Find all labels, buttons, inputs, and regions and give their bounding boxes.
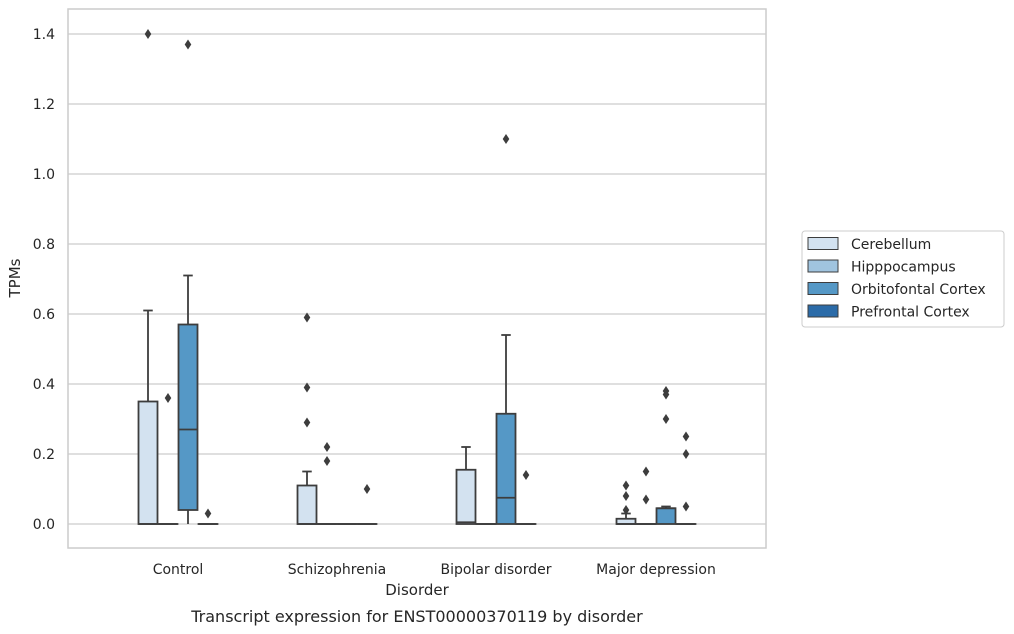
x-tick-label: Major depression [596,562,716,578]
series-orbitofontal-cortex [177,39,677,525]
box-group [177,39,199,524]
box-group [157,393,179,525]
series-hipppocampus [157,393,657,525]
y-tick-label: 0.2 [33,447,55,463]
outlier-point [662,389,670,400]
box-group [197,508,219,525]
series-cerebellum [137,29,637,525]
outlier-point [622,480,630,491]
box [455,468,477,525]
chart-caption: Transcript expression for ENST0000037011… [190,607,643,626]
outlier-point [164,393,172,403]
y-tick-label: 1.0 [33,167,55,183]
legend-label: Cerebellum [851,237,931,253]
legend: Cerebellum Hipppocampus Orbitofontal Corte… [801,230,1005,328]
box-series [137,29,697,525]
x-tick-label: Schizophrenia [288,562,386,578]
y-tick-label: 1.2 [33,97,55,113]
legend-label: Orbitofontal Cortex [851,282,986,298]
outlier-point [622,491,630,501]
legend-label: Hipppocampus [851,260,956,276]
outlier-point [642,466,650,477]
legend-swatch [807,237,839,250]
x-tick-label: Bipolar disorder [440,562,551,578]
outlier-point [522,470,530,480]
box-group [515,470,537,525]
box-group [675,431,697,525]
box [177,323,199,511]
outlier-point [622,505,630,515]
y-axis-title: TPMs [6,258,24,298]
legend-label: Prefrontal Cortex [851,305,970,321]
legend-item: Prefrontal Cortex [807,304,970,321]
outlier-point [184,39,192,50]
y-tick-label: 0.6 [33,307,55,323]
outlier-point [303,382,311,393]
outlier-point [323,442,331,452]
outlier-point [303,312,311,323]
y-axis-ticks: 0.0 0.2 0.4 0.6 0.8 1.0 1.2 1.4 [33,27,55,533]
y-tick-label: 0.0 [33,517,55,533]
box [655,507,677,525]
x-tick-label: Control [153,562,204,578]
outlier-point [323,456,331,466]
plot-area [67,8,767,549]
legend-swatch [807,282,839,295]
box-group [137,29,159,525]
box-group [615,480,637,525]
outlier-point [303,417,311,428]
legend-swatch [807,259,839,273]
outlier-point [682,501,690,512]
box [495,412,517,525]
outlier-point [363,484,371,494]
legend-item: Orbitofontal Cortex [807,282,986,298]
series-prefrontal-cortex [197,431,697,525]
outlier-point [682,431,690,442]
box-group [655,386,677,525]
box-group [455,446,477,525]
box-group [316,442,338,525]
outlier-point [662,414,670,424]
x-axis-title: Disorder [385,581,449,599]
box-group [635,466,657,525]
box [137,400,159,525]
outlier-point [642,494,650,505]
box-group [495,134,517,525]
y-tick-label: 0.4 [33,377,55,393]
legend-swatch [807,304,839,318]
box-group [296,312,318,525]
legend-item: Hipppocampus [807,259,956,276]
outlier-point [144,29,152,39]
outlier-point [204,508,212,519]
legend-item: Cerebellum [807,237,931,253]
y-tick-label: 1.4 [33,27,55,43]
outlier-point [502,134,510,144]
x-axis-ticks: Control Schizophrenia Bipolar disorder Majo… [153,562,716,578]
box-group [356,484,378,525]
y-tick-label: 0.8 [33,237,55,253]
legend-frame [801,230,1005,328]
box [296,484,318,525]
outlier-point [682,449,690,459]
